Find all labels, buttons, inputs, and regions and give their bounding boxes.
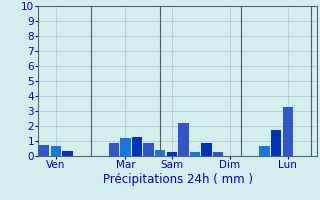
Bar bbox=[260, 146, 270, 156]
Bar bbox=[51, 146, 61, 156]
Bar bbox=[283, 106, 293, 156]
Bar bbox=[143, 143, 154, 156]
Bar bbox=[271, 130, 281, 156]
Bar bbox=[201, 142, 212, 156]
Bar bbox=[132, 137, 142, 156]
Bar bbox=[167, 152, 177, 156]
Bar bbox=[108, 142, 119, 156]
Bar bbox=[190, 152, 200, 156]
Bar bbox=[120, 138, 131, 156]
X-axis label: Précipitations 24h ( mm ): Précipitations 24h ( mm ) bbox=[103, 173, 252, 186]
Bar bbox=[178, 123, 188, 156]
Bar bbox=[39, 145, 49, 156]
Bar bbox=[155, 150, 165, 156]
Bar bbox=[213, 152, 223, 156]
Bar bbox=[62, 151, 73, 156]
